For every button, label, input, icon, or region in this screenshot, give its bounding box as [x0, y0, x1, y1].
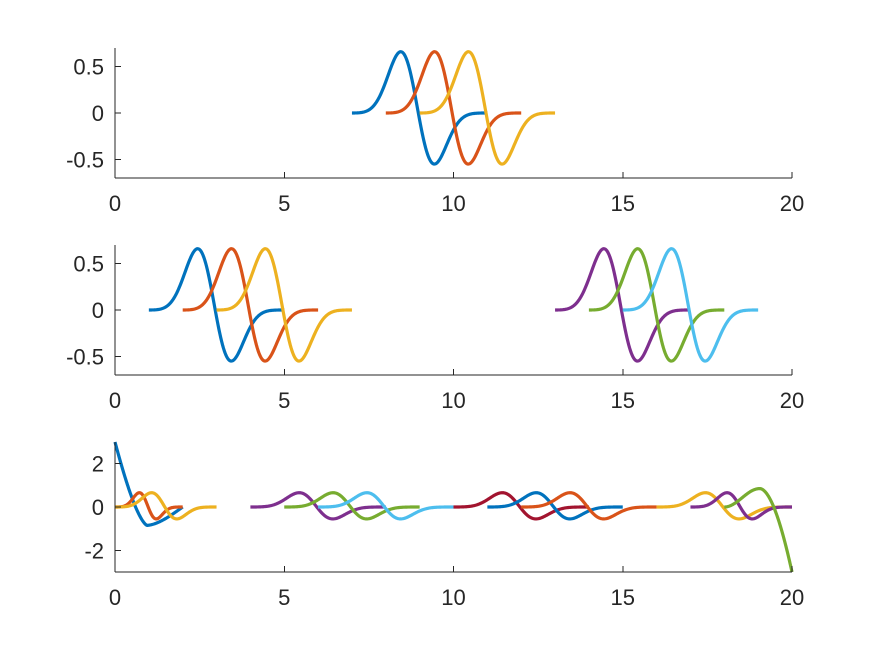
series-line-4: [554, 247, 692, 363]
series-line-8: [486, 491, 624, 521]
subplot-top: 0 5 10 15 20-0.500.5: [66, 48, 804, 216]
series-line-5: [588, 247, 726, 363]
series-line-2: [181, 247, 319, 363]
x-tick-label: 20: [780, 191, 804, 216]
subplot-middle: 0 5 10 15 20-0.500.5: [66, 245, 804, 413]
series-line-9: [520, 491, 658, 521]
x-tick-label: 0: [109, 191, 121, 216]
x-tick-label: 15: [611, 191, 635, 216]
series-line-12: [723, 486, 794, 573]
x-tick-label: 10: [441, 585, 465, 610]
series-line-3: [114, 491, 218, 521]
series-line-3: [215, 247, 353, 363]
series-line-6: [622, 247, 759, 363]
series-line-6: [317, 491, 455, 521]
x-tick-label: 10: [441, 191, 465, 216]
series-line-5: [283, 491, 421, 521]
x-tick-label: 15: [611, 388, 635, 413]
x-tick-label: 15: [611, 585, 635, 610]
y-tick-label: -0.5: [66, 147, 104, 172]
subplot-bottom: 0 5 10 15 20-202: [84, 441, 804, 610]
y-tick-label: 2: [92, 452, 104, 477]
series-line-1: [351, 50, 489, 166]
series-line-3: [418, 50, 556, 166]
x-tick-label: 10: [441, 388, 465, 413]
series-line-4: [249, 491, 387, 521]
y-tick-label: -0.5: [66, 344, 104, 369]
y-tick-label: 0: [92, 298, 104, 323]
x-tick-label: 5: [278, 388, 290, 413]
series-line-1: [148, 247, 285, 363]
y-tick-label: 0: [92, 101, 104, 126]
x-tick-label: 5: [278, 191, 290, 216]
x-tick-label: 0: [109, 585, 121, 610]
series-line-2: [385, 50, 522, 166]
x-tick-label: 20: [780, 388, 804, 413]
x-tick-label: 5: [278, 585, 290, 610]
series-line-1: [113, 441, 184, 528]
y-tick-label: 0.5: [73, 252, 104, 277]
x-tick-label: 20: [780, 585, 804, 610]
y-tick-label: -2: [84, 538, 104, 563]
y-tick-label: 0.5: [73, 55, 104, 80]
y-tick-label: 0: [92, 495, 104, 520]
x-tick-label: 0: [109, 388, 121, 413]
series-line-7: [452, 491, 590, 521]
